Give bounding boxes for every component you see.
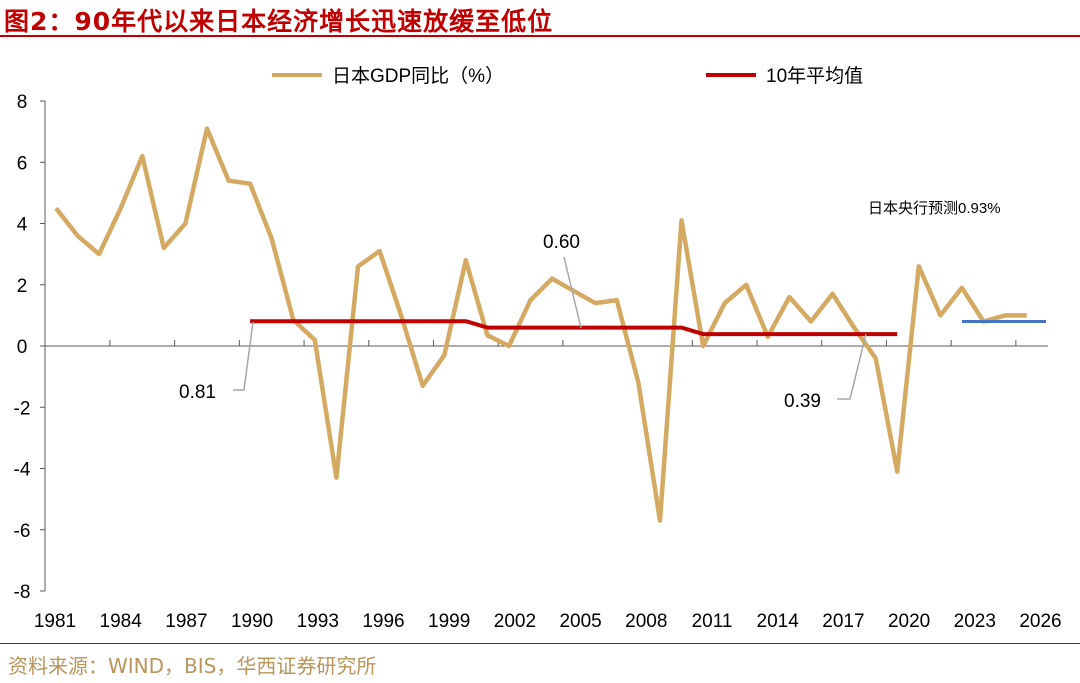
y-tick-label: 4 — [17, 215, 28, 236]
x-tick-label: 2017 — [822, 611, 864, 632]
x-tick-label: 2014 — [757, 611, 800, 632]
annotations: 0.81 0.60 0.39 日本央行预测0.93% — [179, 200, 1001, 412]
y-tick-label: -2 — [14, 398, 31, 419]
y-tick-label: -8 — [14, 582, 31, 603]
x-tick-label: 1996 — [362, 611, 404, 632]
axes: -8 -6 -4 -2 0 2 4 6 8 1981 1984 1987 1990 1993 1996 199… — [14, 92, 1062, 632]
x-tick-label: 2023 — [954, 611, 996, 632]
source-note: 资料来源：WIND，BIS，华西证券研究所 — [8, 654, 377, 678]
x-tick-label: 2002 — [494, 611, 536, 632]
annotation-039: 0.39 — [784, 391, 821, 412]
y-tick-label: 6 — [17, 153, 28, 174]
y-tick-label: -6 — [14, 521, 31, 542]
x-tick-label: 1999 — [428, 611, 470, 632]
x-tick-label: 1990 — [231, 611, 273, 632]
y-tick-label: -4 — [14, 460, 31, 481]
x-tick-label: 1981 — [34, 611, 76, 632]
annotation-boj-forecast: 日本央行预测0.93% — [868, 200, 1001, 217]
x-tick-label: 1993 — [297, 611, 339, 632]
y-tick-label: 8 — [17, 92, 28, 113]
x-tick-label: 2008 — [625, 611, 667, 632]
y-tick-label: 0 — [17, 337, 28, 358]
callout-leader-081 — [233, 321, 254, 391]
title-divider — [0, 35, 1080, 37]
x-tick-label: 1987 — [165, 611, 207, 632]
x-tick-label: 2026 — [1019, 611, 1061, 632]
legend: 日本GDP同比（%） 10年平均值 — [272, 65, 863, 87]
chart: -8 -6 -4 -2 0 2 4 6 8 1981 1984 1987 1990 1993 1996 199… — [14, 65, 1062, 632]
chart-title: 图2：90年代以来日本经济增长迅速放缓至低位 — [4, 7, 554, 36]
annotation-060: 0.60 — [543, 232, 580, 253]
series-gdp-line — [54, 126, 1027, 523]
x-tick-label: 2005 — [559, 611, 601, 632]
x-tick-label: 2011 — [692, 611, 733, 632]
callout-leader-060 — [563, 256, 582, 329]
x-tick-label: 2020 — [888, 611, 930, 632]
legend-label-gdp: 日本GDP同比（%） — [332, 65, 504, 87]
x-tick-label: 1984 — [100, 611, 143, 632]
annotation-081: 0.81 — [179, 382, 216, 403]
marks — [54, 126, 1046, 523]
source-divider — [0, 643, 1080, 644]
y-tick-label: 2 — [17, 276, 28, 297]
legend-label-avg: 10年平均值 — [766, 65, 863, 87]
callout-leader-039 — [837, 333, 867, 400]
